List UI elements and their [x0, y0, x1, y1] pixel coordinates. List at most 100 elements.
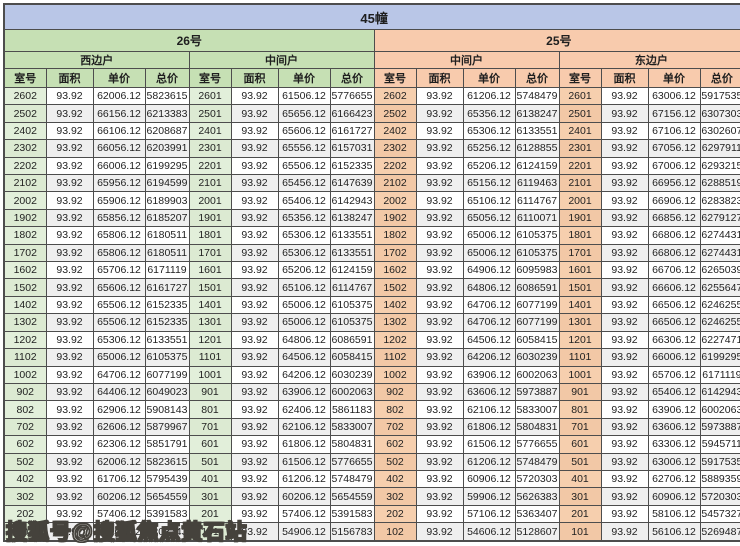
header-building-26: 26号 — [3, 29, 375, 52]
cell-unit-price: 62306.12 — [92, 435, 146, 454]
cell-total-price: 5804831 — [514, 417, 560, 437]
cell-room: 2302 — [373, 139, 417, 158]
cell-room: 2601 — [188, 86, 232, 106]
cell-total-price: 5917535 — [699, 452, 740, 471]
cell-room: 2602 — [373, 86, 417, 106]
cell-total-price: 6086591 — [514, 278, 560, 297]
cell-unit-price: 65956.12 — [92, 174, 146, 193]
cell-area: 93.92 — [45, 365, 94, 384]
cell-area: 93.92 — [45, 174, 94, 193]
cell-unit-price: 62906.12 — [92, 400, 146, 419]
cell-area: 93.92 — [45, 487, 94, 506]
cell-area: 93.92 — [415, 469, 464, 489]
table-row: 302 93.92 60206.12 5654559 301 93.92 60206.12 5… — [3, 487, 740, 506]
cell-area: 93.92 — [230, 156, 279, 176]
cell-unit-price: 64406.12 — [92, 382, 146, 402]
cell-total-price: 6288519 — [699, 174, 740, 193]
cell-area: 93.92 — [415, 278, 464, 297]
cell-unit-price: 62006.12 — [92, 86, 146, 106]
cell-area: 93.92 — [415, 295, 464, 315]
cell-area: 93.92 — [600, 400, 649, 419]
cell-area: 93.92 — [45, 313, 94, 332]
cell-total-price: 5823615 — [144, 452, 190, 471]
cell-total-price: 5908143 — [144, 400, 190, 419]
cell-unit-price: 61506.12 — [277, 86, 331, 106]
cell-area: 93.92 — [600, 208, 649, 228]
cell-unit-price: 65206.12 — [462, 156, 516, 176]
column-header-row: 室号 面积 单价 总价 室号 面积 单价 总价 室号 面积 单价 总价 室号 面… — [3, 68, 740, 88]
col-header-room: 室号 — [558, 68, 602, 88]
cell-unit-price: 57106.12 — [462, 504, 516, 524]
cell-total-price: 6077199 — [144, 365, 190, 384]
cell-room: 202 — [373, 504, 417, 524]
cell-area: 93.92 — [415, 313, 464, 332]
cell-total-price: 6279127 — [699, 208, 740, 228]
table-row: 802 93.92 62906.12 5908143 801 93.92 62406.12 5… — [3, 400, 740, 419]
cell-room: 1701 — [558, 243, 602, 263]
cell-area: 93.92 — [600, 452, 649, 471]
cell-room: 702 — [3, 417, 47, 437]
cell-unit-price: 61806.12 — [462, 417, 516, 437]
cell-room: 2402 — [3, 121, 47, 141]
cell-room: 1002 — [3, 365, 47, 384]
cell-unit-price: 64806.12 — [277, 330, 331, 350]
header-unit-middle-26: 中间户 — [188, 51, 375, 69]
cell-room: 2401 — [558, 121, 602, 141]
cell-area: 93.92 — [45, 226, 94, 245]
cell-unit-price: 62006.12 — [92, 452, 146, 471]
cell-total-price: 6203991 — [144, 139, 190, 158]
table-row: 1302 93.92 65506.12 6152335 1301 93.92 65006.1… — [3, 313, 740, 332]
cell-unit-price: 65506.12 — [92, 295, 146, 315]
cell-total-price: 6152335 — [144, 313, 190, 332]
price-table-body: 2602 93.92 62006.12 5823615 2601 93.92 61506.1… — [3, 86, 740, 542]
cell-unit-price: 65006.12 — [462, 226, 516, 245]
cell-area: 93.92 — [45, 295, 94, 315]
cell-total-price: 6049023 — [144, 382, 190, 402]
cell-area: 93.92 — [45, 330, 94, 350]
cell-room: 1101 — [188, 348, 232, 367]
cell-total-price: 6255647 — [699, 278, 740, 297]
cell-unit-price: 66856.12 — [647, 208, 701, 228]
cell-unit-price: 66956.12 — [647, 174, 701, 193]
cell-room: 1702 — [373, 243, 417, 263]
cell-area: 93.92 — [45, 261, 94, 280]
cell-total-price: 5833007 — [514, 400, 560, 419]
cell-area: 93.92 — [600, 191, 649, 210]
cell-area: 93.92 — [415, 452, 464, 471]
cell-room: 2001 — [188, 191, 232, 210]
cell-total-price: 6265039 — [699, 261, 740, 280]
cell-area: 93.92 — [230, 191, 279, 210]
cell-unit-price: 66706.12 — [647, 261, 701, 280]
cell-total-price: 6213383 — [144, 104, 190, 123]
cell-total-price: 6147639 — [329, 174, 375, 193]
cell-unit-price: 61206.12 — [462, 452, 516, 471]
cell-area: 93.92 — [415, 417, 464, 437]
cell-area: 93.92 — [230, 243, 279, 263]
cell-total-price: 6166423 — [329, 104, 375, 123]
cell-total-price: 5156783 — [329, 522, 375, 542]
cell-room: 702 — [373, 417, 417, 437]
cell-total-price: 6124159 — [514, 156, 560, 176]
cell-unit-price: 65306.12 — [92, 330, 146, 350]
cell-unit-price: 65806.12 — [92, 226, 146, 245]
cell-room: 902 — [3, 382, 47, 402]
cell-room: 1602 — [3, 261, 47, 280]
cell-unit-price: 66106.12 — [92, 121, 146, 141]
cell-area: 93.92 — [230, 278, 279, 297]
cell-room: 301 — [188, 487, 232, 506]
cell-total-price: 5879967 — [144, 417, 190, 437]
table-row: 2002 93.92 65906.12 6189903 2001 93.92 65406.1… — [3, 191, 740, 210]
cell-total-price: 6105375 — [144, 348, 190, 367]
col-header-area: 面积 — [230, 68, 279, 88]
cell-total-price: 5748479 — [329, 469, 375, 489]
cell-unit-price: 62106.12 — [277, 417, 331, 437]
cell-total-price: 6077199 — [514, 295, 560, 315]
cell-area: 93.92 — [230, 452, 279, 471]
cell-area: 93.92 — [230, 330, 279, 350]
cell-unit-price: 58106.12 — [647, 504, 701, 524]
cell-room: 1601 — [558, 261, 602, 280]
cell-total-price: 6157031 — [329, 139, 375, 158]
cell-area: 93.92 — [600, 156, 649, 176]
cell-area: 93.92 — [415, 435, 464, 454]
cell-unit-price: 65606.12 — [92, 278, 146, 297]
